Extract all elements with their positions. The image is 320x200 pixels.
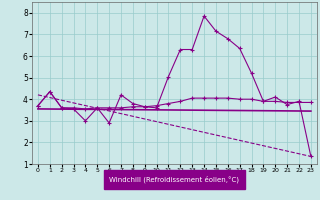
X-axis label: Windchill (Refroidissement éolien,°C): Windchill (Refroidissement éolien,°C) <box>109 176 239 183</box>
